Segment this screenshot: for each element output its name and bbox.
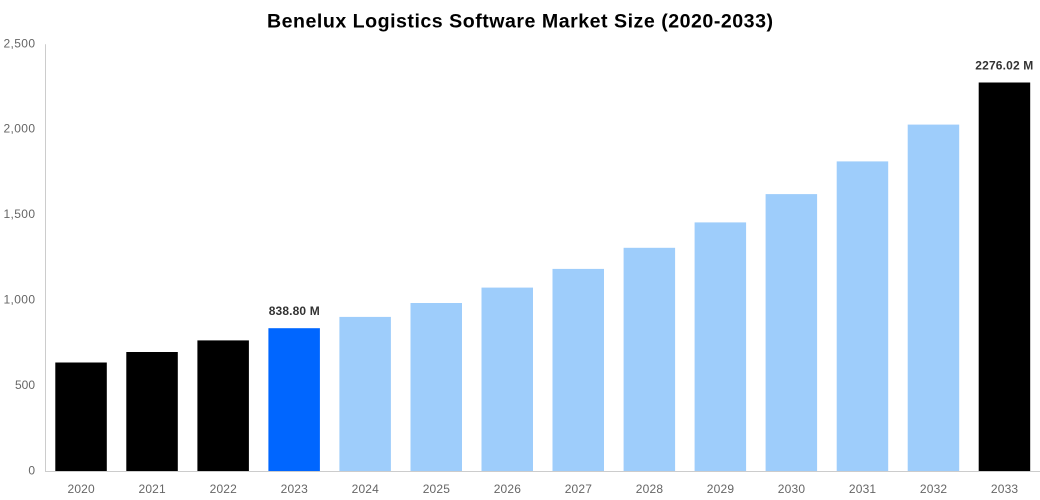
svg-text:2028: 2028 bbox=[636, 482, 664, 496]
svg-text:2020: 2020 bbox=[68, 482, 96, 496]
svg-text:2,500: 2,500 bbox=[4, 36, 36, 50]
svg-text:838.80 M: 838.80 M bbox=[269, 304, 320, 318]
svg-text:2026: 2026 bbox=[494, 482, 522, 496]
svg-text:1,000: 1,000 bbox=[4, 293, 36, 307]
svg-text:1,500: 1,500 bbox=[4, 207, 36, 221]
svg-text:2022: 2022 bbox=[210, 482, 238, 496]
svg-text:2027: 2027 bbox=[565, 482, 593, 496]
svg-text:500: 500 bbox=[15, 378, 35, 392]
svg-text:2033: 2033 bbox=[991, 482, 1019, 496]
svg-text:2030: 2030 bbox=[778, 482, 806, 496]
svg-text:2025: 2025 bbox=[423, 482, 451, 496]
svg-text:Benelux Logistics Software Mar: Benelux Logistics Software Market Size (… bbox=[267, 11, 773, 33]
svg-text:2,000: 2,000 bbox=[4, 122, 36, 136]
svg-text:2024: 2024 bbox=[352, 482, 380, 496]
svg-text:2276.02 M: 2276.02 M bbox=[975, 59, 1033, 73]
svg-text:2032: 2032 bbox=[920, 482, 948, 496]
svg-text:2029: 2029 bbox=[707, 482, 735, 496]
svg-text:0: 0 bbox=[28, 464, 35, 478]
svg-text:2031: 2031 bbox=[849, 482, 877, 496]
svg-text:2023: 2023 bbox=[281, 482, 309, 496]
svg-text:2021: 2021 bbox=[139, 482, 167, 496]
